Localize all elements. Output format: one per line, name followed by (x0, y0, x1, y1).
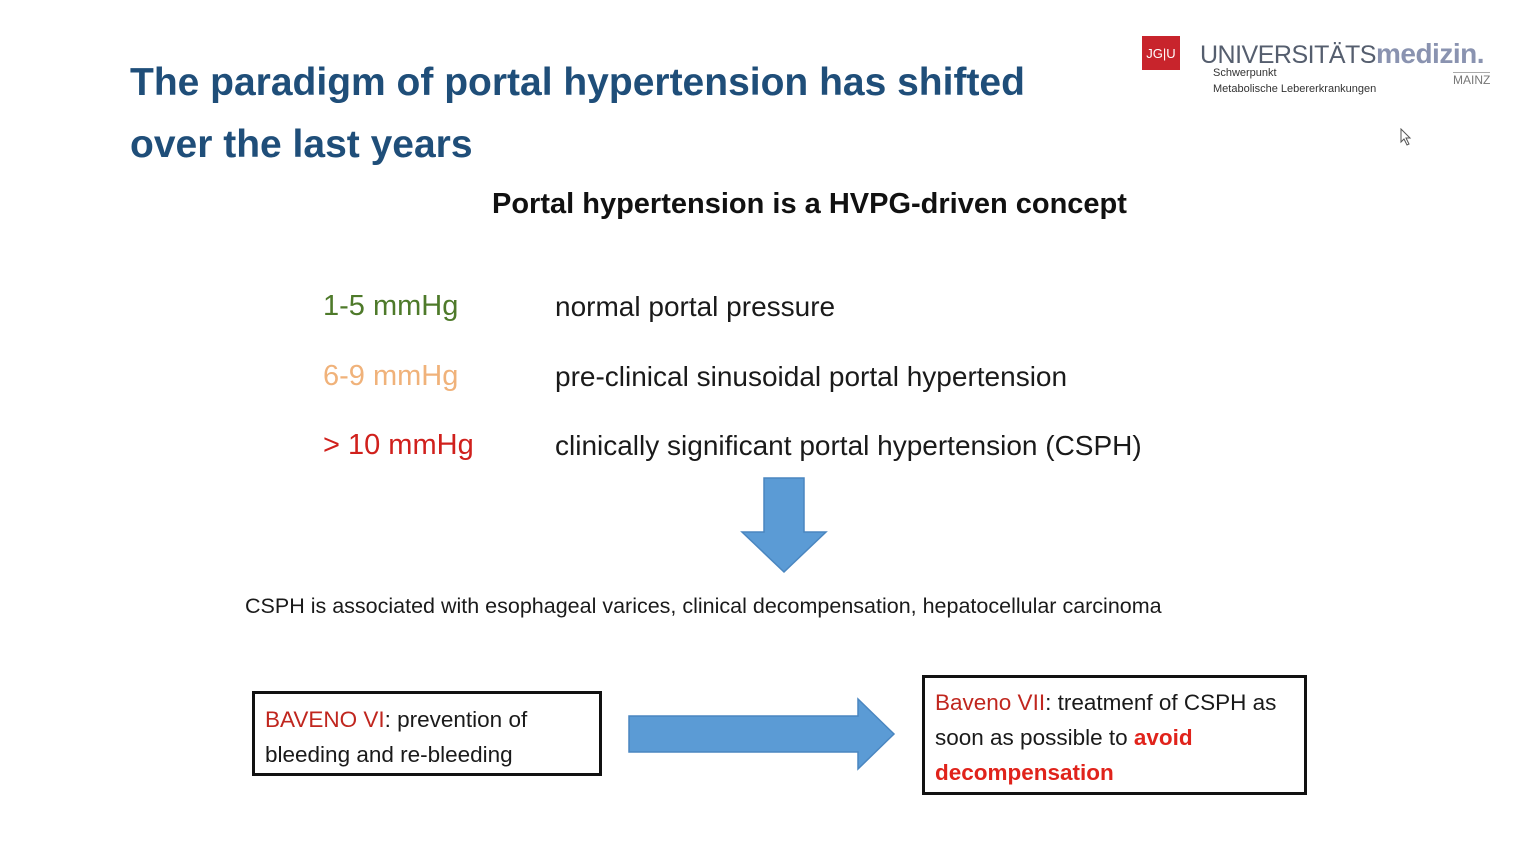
baveno-vii-emphasis: avoid decompensation (935, 725, 1193, 785)
range-preclinical: 6-9 mmHg (323, 360, 459, 392)
right-arrow-icon (628, 697, 896, 771)
baveno-vii-label: Baveno VII (935, 690, 1046, 715)
logo-name-regular: UNIVERSITÄTS (1200, 41, 1376, 69)
range-normal: 1-5 mmHg (323, 290, 459, 322)
baveno-vii-text: : treatmenf of CSPH as soon as possible … (935, 690, 1277, 750)
logo-subline-1: Schwerpunkt (1213, 67, 1277, 79)
baveno-vi-box: BAVENO VI: prevention of bleeding and re… (252, 691, 602, 776)
logo-name-bold: medizin. (1375, 38, 1485, 69)
range-csph-description: clinically significant portal hypertensi… (555, 430, 1142, 461)
university-logo-text: UNIVERSITÄTSmedizin. (1200, 38, 1485, 70)
range-normal-description: normal portal pressure (555, 291, 836, 322)
logo-subline-2: Metabolische Lebererkrankungen (1213, 83, 1377, 95)
mouse-cursor-icon (1400, 128, 1412, 146)
baveno-vi-label: BAVENO VI (265, 707, 385, 732)
baveno-vi-text: : prevention of bleeding and re-bleeding (265, 707, 528, 767)
jgu-logo-badge: JG|U (1142, 36, 1180, 70)
range-csph: > 10 mmHg (323, 429, 474, 461)
down-arrow-icon (740, 477, 828, 574)
range-preclinical-description: pre-clinical sinusoidal portal hypertens… (555, 361, 1068, 392)
csph-association-text: CSPH is associated with esophageal varic… (245, 594, 1162, 618)
logo-city: MAINZ (1453, 72, 1491, 87)
slide-subtitle: Portal hypertension is a HVPG-driven con… (492, 188, 1127, 220)
slide-title: The paradigm of portal hypertension has … (130, 61, 1025, 166)
baveno-vii-box: Baveno VII: treatmenf of CSPH as soon as… (922, 675, 1307, 795)
